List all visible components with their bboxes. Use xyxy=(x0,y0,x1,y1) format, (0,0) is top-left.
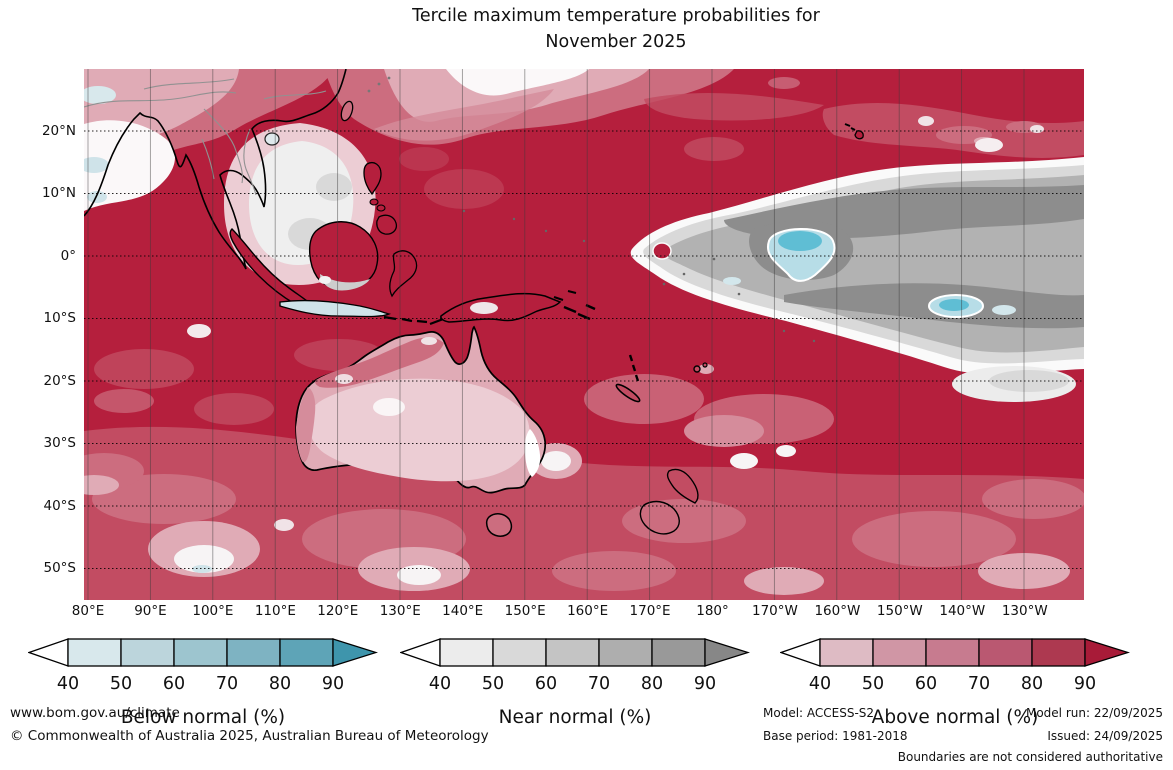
svg-text:60: 60 xyxy=(163,674,185,694)
lat-tick-label: 40°S xyxy=(43,497,77,514)
lon-tick-label: 140°E xyxy=(442,603,484,619)
lon-tick-label: 160°E xyxy=(567,603,609,619)
colorbar-graphic: 40 50 60 70 80 90 xyxy=(399,638,751,694)
above-normal-colorbar: 40 50 60 70 80 90 xyxy=(779,637,1131,699)
svg-text:50: 50 xyxy=(862,674,884,694)
model-run-label: Model run: 22/09/2025 xyxy=(1025,706,1163,720)
lat-tick-label: 10°S xyxy=(43,310,77,327)
lon-tick-label: 170°W xyxy=(752,603,798,619)
lat-tick-label: 10°N xyxy=(41,185,76,202)
base-period-label: Base period: 1981-2018 xyxy=(763,729,908,743)
svg-text:90: 90 xyxy=(694,674,716,694)
svg-text:40: 40 xyxy=(809,674,831,694)
svg-text:70: 70 xyxy=(588,674,610,694)
lon-tick-label: 140°W xyxy=(939,603,986,619)
lat-tick-label: 20°N xyxy=(41,123,76,139)
svg-text:60: 60 xyxy=(915,674,937,694)
bom-url: www.bom.gov.au/climate xyxy=(10,705,180,721)
model-label: Model: ACCESS-S2 xyxy=(763,706,875,720)
lon-tick-label: 80°E xyxy=(71,603,105,619)
below-normal-legend-label: Below normal (%) xyxy=(120,707,286,728)
near-normal-legend: 40 50 60 70 80 90 Near normal (%) xyxy=(399,637,751,728)
lon-tick-label: 160°W xyxy=(814,603,861,619)
svg-text:40: 40 xyxy=(429,674,451,694)
figure-title: Tercile maximum temperature probabilitie… xyxy=(58,3,1173,55)
lon-tick-label: 110°E xyxy=(254,603,296,619)
svg-text:80: 80 xyxy=(1021,674,1043,694)
lon-tick-label: 150°E xyxy=(504,603,546,619)
lon-tick-label: 100°E xyxy=(192,603,234,619)
copyright-text: © Commonwealth of Australia 2025, Austra… xyxy=(10,728,489,744)
pacific-map-graphic xyxy=(84,69,1084,600)
probability-map xyxy=(84,69,1084,600)
svg-text:90: 90 xyxy=(1074,674,1096,694)
issued-label: Issued: 24/09/2025 xyxy=(1047,729,1163,743)
below-normal-legend: 40 50 60 70 80 90 Below normal (%) xyxy=(27,637,379,728)
near-normal-legend-label: Near normal (%) xyxy=(498,707,652,728)
boundaries-disclaimer: Boundaries are not considered authoritat… xyxy=(897,750,1163,764)
lon-tick-label: 180° xyxy=(696,603,729,619)
colorbar-graphic: 40 50 60 70 80 90 xyxy=(779,638,1131,694)
lat-tick-label: 50°S xyxy=(43,560,77,576)
lat-tick-label: 0° xyxy=(60,247,76,264)
lon-tick-label: 120°E xyxy=(317,603,359,619)
lat-tick-label: 30°S xyxy=(43,435,77,452)
above-normal-legend-label: Above normal (%) xyxy=(871,707,1039,728)
lat-tick-label: 20°S xyxy=(43,372,77,389)
lon-tick-label: 130°W xyxy=(1001,603,1048,619)
svg-text:50: 50 xyxy=(482,674,504,694)
svg-text:70: 70 xyxy=(968,674,990,694)
colorbar-graphic: 40 50 60 70 80 90 xyxy=(27,638,379,694)
svg-text:70: 70 xyxy=(216,674,238,694)
below-normal-colorbar: 40 50 60 70 80 90 xyxy=(27,637,379,699)
svg-text:40: 40 xyxy=(57,674,79,694)
svg-text:90: 90 xyxy=(322,674,344,694)
lon-tick-label: 170°E xyxy=(629,603,671,619)
lon-tick-label: 130°E xyxy=(379,603,421,619)
near-normal-colorbar: 40 50 60 70 80 90 xyxy=(399,637,751,699)
lon-tick-label: 90°E xyxy=(134,603,167,619)
svg-text:80: 80 xyxy=(641,674,663,694)
lon-tick-label: 150°W xyxy=(876,603,923,619)
svg-text:50: 50 xyxy=(110,674,132,694)
svg-text:60: 60 xyxy=(535,674,557,694)
svg-text:80: 80 xyxy=(269,674,291,694)
above-normal-legend: 40 50 60 70 80 90 Above normal (%) xyxy=(779,637,1131,728)
figure-title-line2: November 2025 xyxy=(545,32,687,52)
figure-title-line1: Tercile maximum temperature probabilitie… xyxy=(412,6,820,26)
